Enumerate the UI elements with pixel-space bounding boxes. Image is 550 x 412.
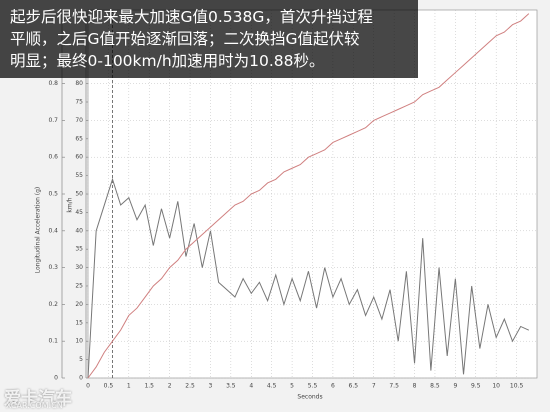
x-tick-label: 2.5 bbox=[185, 383, 195, 390]
y-tick-label: 0.1 bbox=[48, 338, 58, 345]
x-tick-label: 10.5 bbox=[510, 383, 524, 390]
x-tick-label: 7 bbox=[372, 383, 376, 390]
x-tick-label: 6 bbox=[331, 383, 335, 390]
y2-tick-label: 50 bbox=[75, 191, 83, 198]
y2-tick-label: 10 bbox=[75, 338, 83, 345]
data-line bbox=[87, 177, 530, 379]
y2-tick-label: 70 bbox=[75, 117, 83, 124]
x-tick-label: 3 bbox=[209, 383, 213, 390]
x-axis-label: Seconds bbox=[297, 394, 322, 401]
y2-tick-label: 30 bbox=[75, 264, 83, 271]
x-tick-label: 9 bbox=[453, 383, 457, 390]
y-tick-label: 0.4 bbox=[48, 227, 58, 234]
caption-line: 明显；最终0-100km/h加速用时为10.88秒。 bbox=[10, 52, 325, 70]
y2-axis-label: km/h bbox=[67, 197, 74, 212]
x-tick-label: 8 bbox=[413, 383, 417, 390]
y2-tick-label: 35 bbox=[75, 246, 83, 253]
y2-tick-label: 60 bbox=[75, 154, 83, 161]
x-tick-label: 4.5 bbox=[267, 383, 277, 390]
x-tick-label: 0 bbox=[86, 383, 90, 390]
y2-tick-label: 65 bbox=[75, 135, 83, 142]
x-tick-label: 6.5 bbox=[349, 383, 359, 390]
y2-tick-label: 25 bbox=[75, 283, 83, 290]
x-tick-label: 0.5 bbox=[104, 383, 114, 390]
y2-tick-label: 45 bbox=[75, 209, 83, 216]
x-tick-label: 10 bbox=[492, 383, 500, 390]
caption-line: 起步后很快迎来最大加速G值0.538G，首次升挡过程 bbox=[10, 8, 373, 26]
y-tick-label: 0.7 bbox=[48, 117, 58, 124]
caption-line: 平顺，之后G值开始逐渐回落；二次换挡G值起伏较 bbox=[10, 30, 360, 48]
watermark-url: XCAR.COM.CN bbox=[6, 401, 63, 410]
data-line bbox=[87, 13, 530, 379]
y2-tick-label: 20 bbox=[75, 301, 83, 308]
y2-tick-label: 80 bbox=[75, 80, 83, 87]
y-tick-label: 0 bbox=[54, 375, 58, 382]
caption-box: 起步后很快迎来最大加速G值0.538G，首次升挡过程 平顺，之后G值开始逐渐回落… bbox=[0, 0, 418, 78]
x-tick-label: 1.5 bbox=[144, 383, 154, 390]
y-axis-label: Longitudinal Acceleration (g) bbox=[35, 187, 42, 274]
y2-tick-label: 40 bbox=[75, 227, 83, 234]
x-tick-label: 5.5 bbox=[308, 383, 318, 390]
y-tick-label: 0.2 bbox=[48, 301, 58, 308]
y-tick-label: 0.6 bbox=[48, 154, 58, 161]
x-tick-label: 2 bbox=[168, 383, 172, 390]
x-tick-label: 3.5 bbox=[226, 383, 236, 390]
y2-tick-label: 0 bbox=[79, 375, 83, 382]
watermark: 爱卡汽车 bbox=[4, 389, 72, 409]
x-tick-label: 8.5 bbox=[430, 383, 440, 390]
y-tick-label: 0.8 bbox=[48, 80, 58, 87]
y2-tick-label: 5 bbox=[79, 356, 83, 363]
y-tick-label: 0.5 bbox=[48, 191, 58, 198]
x-tick-label: 9.5 bbox=[471, 383, 481, 390]
y2-tick-label: 75 bbox=[75, 99, 83, 106]
y2-tick-label: 55 bbox=[75, 172, 83, 179]
x-tick-label: 7.5 bbox=[389, 383, 399, 390]
x-tick-label: 4 bbox=[249, 383, 253, 390]
x-tick-label: 5 bbox=[290, 383, 294, 390]
x-tick-label: 1 bbox=[127, 383, 131, 390]
y-tick-label: 0.3 bbox=[48, 264, 58, 271]
y2-tick-label: 15 bbox=[75, 319, 83, 326]
